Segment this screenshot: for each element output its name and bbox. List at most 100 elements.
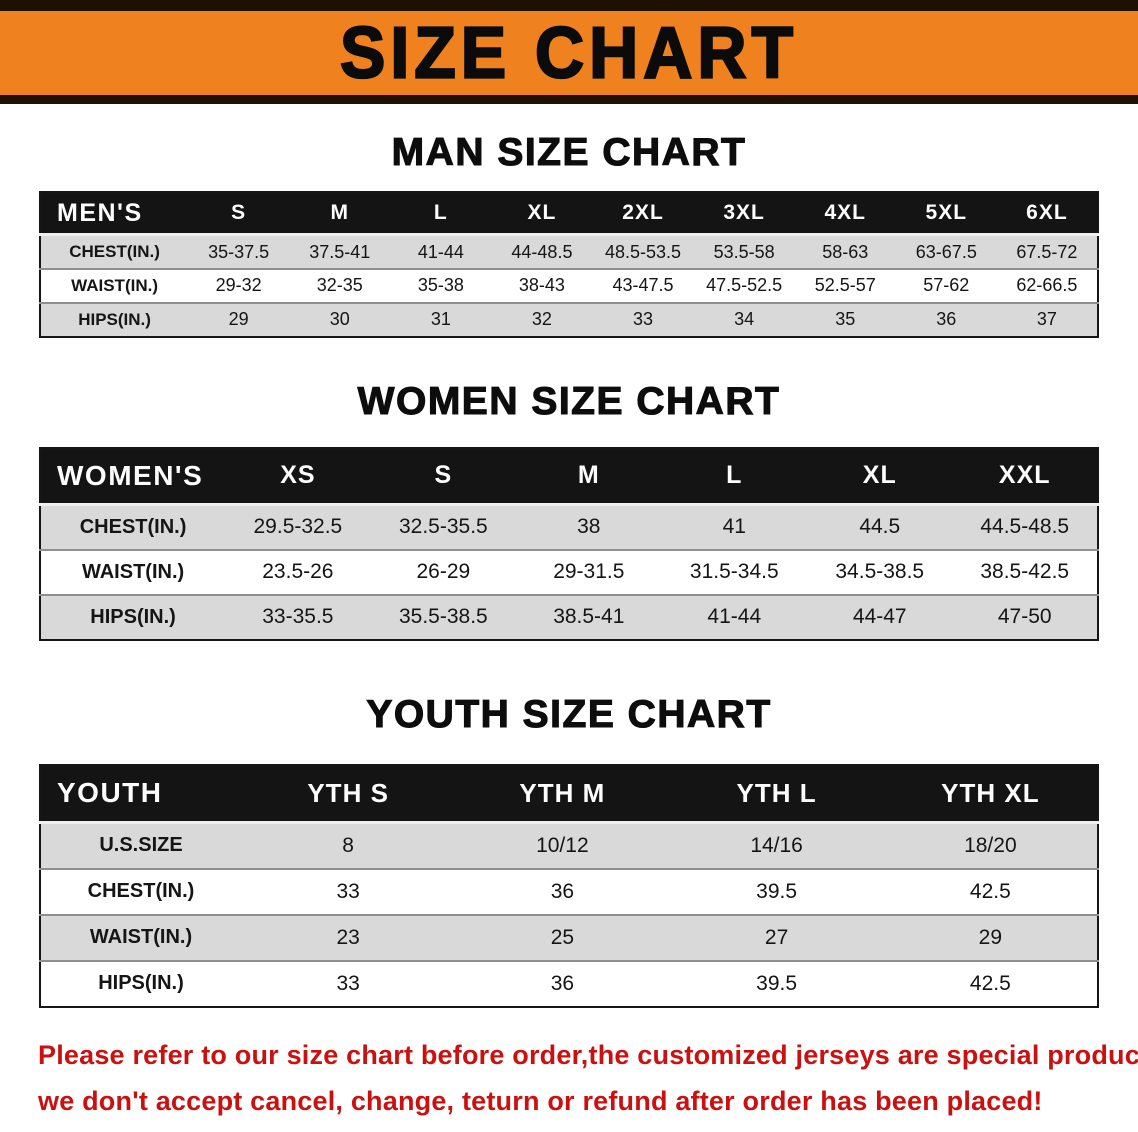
measurement-label-cell: CHEST(IN.)	[87, 880, 195, 903]
table-header-row: MEN'S S M L XL 2XL 3XL 4XL 5XL 6XL	[40, 191, 1098, 235]
measurement-label-cell: HIPS(IN.)	[98, 972, 184, 995]
table-header-row: WOMEN'S XS S M L XL XXL	[40, 447, 1098, 505]
measurement-row: HIPS(IN.) 29 30 31 32 33 34 35 36 37	[40, 302, 1098, 337]
measurement-value-cell: 35	[835, 309, 856, 330]
youth-size-table: YOUTH YTH S YTH M YTH L YTH XL U.S.SIZE 8 10/12…	[39, 763, 1099, 1008]
measurement-value-cell: 44.5-48.5	[980, 515, 1070, 539]
measurement-value-cell: 38.5-42.5	[980, 560, 1070, 584]
size-column-header: YTH M	[519, 777, 606, 808]
measurement-value-cell: 67.5-72	[1016, 241, 1078, 262]
size-chart-banner: SIZE CHART	[0, 0, 1138, 104]
measurement-row: HIPS(IN.) 33 36 39.5 42.5	[40, 960, 1098, 1007]
women-size-heading: WOMEN SIZE CHART	[357, 379, 781, 423]
size-column-header: M	[577, 461, 600, 490]
measurement-value-cell: 29-31.5	[553, 560, 625, 584]
page-title: SIZE CHART	[339, 12, 798, 94]
size-column-header: XL	[862, 461, 897, 490]
measurement-value-cell: 32	[531, 309, 552, 330]
measurement-value-cell: 53.5-58	[713, 241, 775, 262]
measurement-value-cell: 23.5-26	[262, 560, 334, 584]
measurement-value-cell: 57-62	[923, 275, 970, 296]
measurement-value-cell: 26-29	[416, 560, 471, 584]
size-column-header: S	[231, 201, 247, 225]
measurement-value-cell: 32-35	[316, 275, 363, 296]
measurement-value-cell: 30	[329, 309, 350, 330]
measurement-value-cell: 38.5-41	[553, 605, 625, 629]
measurement-value-cell: 29-32	[215, 275, 262, 296]
measurement-value-cell: 32.5-35.5	[398, 515, 488, 539]
measurement-row: WAIST(IN.) 23.5-26 26-29 29-31.5 31.5-34.5 34…	[40, 549, 1098, 595]
measurement-value-cell: 48.5-53.5	[605, 241, 682, 262]
measurement-value-cell: 37.5-41	[309, 241, 371, 262]
disclaimer: Please refer to our size chart before or…	[0, 1032, 1138, 1125]
measurement-row: CHEST(IN.) 29.5-32.5 32.5-35.5 38 41 44.5 44.5…	[40, 504, 1098, 550]
size-column-header: XXL	[998, 461, 1051, 490]
size-column-header: 2XL	[622, 201, 664, 225]
measurement-value-cell: 58-63	[822, 241, 869, 262]
measurement-value-cell: 44-48.5	[511, 241, 573, 262]
measurement-value-cell: 47.5-52.5	[706, 275, 783, 296]
women-size-table: WOMEN'S XS S M L XL XXL CHEST(IN.) 29.5-32.5 32.5…	[39, 446, 1099, 641]
measurement-row: CHEST(IN.) 33 36 39.5 42.5	[40, 868, 1098, 915]
measurement-value-cell: 33	[633, 309, 654, 330]
measurement-value-cell: 44-47	[852, 605, 907, 629]
size-column-header: 6XL	[1026, 201, 1068, 225]
disclaimer-line-1: Please refer to our size chart before or…	[38, 1039, 1138, 1070]
measurement-value-cell: 38-43	[518, 275, 565, 296]
measurement-value-cell: 38	[577, 515, 601, 539]
measurement-label-cell: U.S.SIZE	[99, 834, 183, 857]
measurement-value-cell: 33-35.5	[262, 605, 334, 629]
measurement-value-cell: 31.5-34.5	[689, 560, 779, 584]
measurement-row: WAIST(IN.) 23 25 27 29	[40, 914, 1098, 961]
measurement-label-cell: HIPS(IN.)	[90, 605, 176, 628]
measurement-row: WAIST(IN.) 29-32 32-35 35-38 38-43 43-47.5 47.…	[40, 268, 1098, 303]
measurement-label-cell: WAIST(IN.)	[81, 560, 185, 583]
table-title-cell: WOMEN'S	[57, 459, 204, 491]
measurement-value-cell: 39.5	[756, 971, 798, 995]
measurement-label-cell: WAIST(IN.)	[71, 275, 158, 295]
measurement-value-cell: 44.5	[859, 515, 901, 539]
measurement-value-cell: 31	[430, 309, 451, 330]
size-column-header: YTH S	[307, 777, 389, 808]
size-column-header: S	[434, 461, 453, 490]
measurement-value-cell: 25	[550, 925, 575, 949]
measurement-value-cell: 10/12	[536, 833, 589, 857]
measurement-value-cell: 29.5-32.5	[253, 515, 343, 539]
measurement-value-cell: 14/16	[750, 833, 803, 857]
table-header-row: YOUTH YTH S YTH M YTH L YTH XL	[40, 764, 1098, 823]
youth-size-section: YOUTH SIZE CHART YOUTH YTH S YTH M YTH L YTH…	[0, 692, 1138, 1008]
measurement-value-cell: 34.5-38.5	[835, 560, 925, 584]
measurement-label-cell: HIPS(IN.)	[78, 309, 151, 329]
women-size-section: WOMEN SIZE CHART WOMEN'S XS S M L XL XXL CHEST(…	[0, 379, 1138, 641]
measurement-value-cell: 62-66.5	[1016, 275, 1078, 296]
measurement-value-cell: 35-38	[417, 275, 464, 296]
measurement-value-cell: 41-44	[417, 241, 464, 262]
measurement-row: CHEST(IN.) 35-37.5 37.5-41 41-44 44-48.5 48.5…	[40, 234, 1098, 269]
measurement-label-cell: WAIST(IN.)	[89, 926, 193, 949]
measurement-value-cell: 18/20	[964, 833, 1017, 857]
size-column-header: L	[726, 461, 743, 490]
size-column-header: 3XL	[723, 201, 765, 225]
size-column-header: XS	[280, 461, 316, 490]
measurement-value-cell: 36	[550, 971, 575, 995]
measurement-value-cell: 29	[978, 925, 1003, 949]
man-size-section: MAN SIZE CHART MEN'S S M L XL 2XL 3XL 4XL 5XL 6XL…	[0, 130, 1138, 338]
size-column-header: L	[433, 201, 448, 225]
measurement-value-cell: 52.5-57	[814, 275, 876, 296]
measurement-value-cell: 47-50	[997, 605, 1052, 629]
measurement-value-cell: 63-67.5	[915, 241, 977, 262]
size-column-header: 5XL	[925, 201, 968, 225]
youth-size-heading: YOUTH SIZE CHART	[366, 692, 772, 736]
measurement-value-cell: 35.5-38.5	[398, 605, 488, 629]
size-column-header: M	[330, 201, 349, 225]
measurement-value-cell: 8	[342, 833, 354, 857]
measurement-value-cell: 29	[228, 309, 249, 330]
size-column-header: 4XL	[824, 201, 866, 225]
size-column-header: YTH L	[736, 777, 817, 808]
measurement-row: U.S.SIZE 8 10/12 14/16 18/20	[40, 822, 1098, 869]
measurement-value-cell: 42.5	[969, 971, 1011, 995]
measurement-value-cell: 42.5	[969, 879, 1011, 903]
table-title-cell: MEN'S	[57, 198, 143, 227]
measurement-value-cell: 39.5	[756, 879, 798, 903]
measurement-value-cell: 41-44	[707, 605, 762, 629]
